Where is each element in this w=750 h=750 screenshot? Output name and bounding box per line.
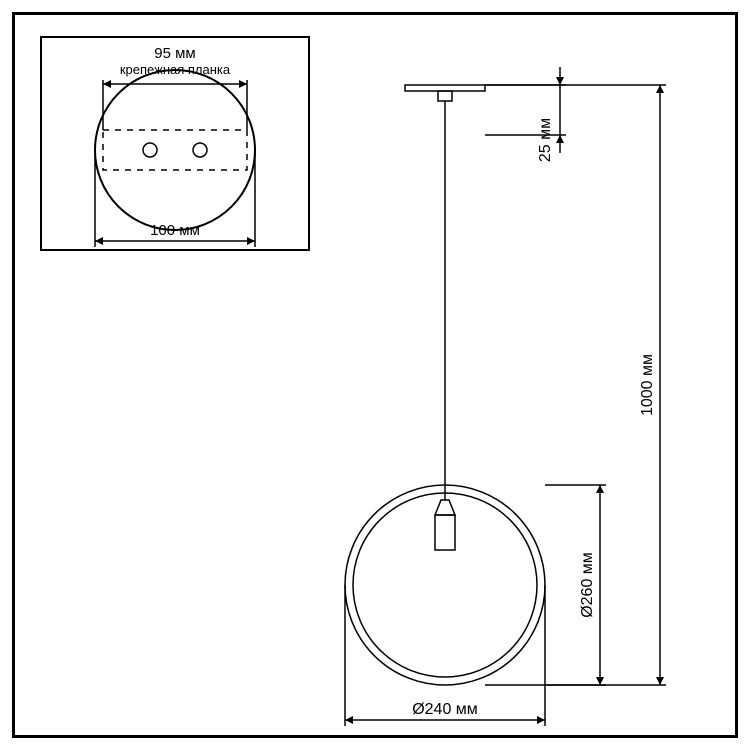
inset-panel xyxy=(40,36,310,251)
technical-drawing-page: 95 ммкрепежная планка100 мм25 мм1000 ммØ… xyxy=(0,0,750,750)
